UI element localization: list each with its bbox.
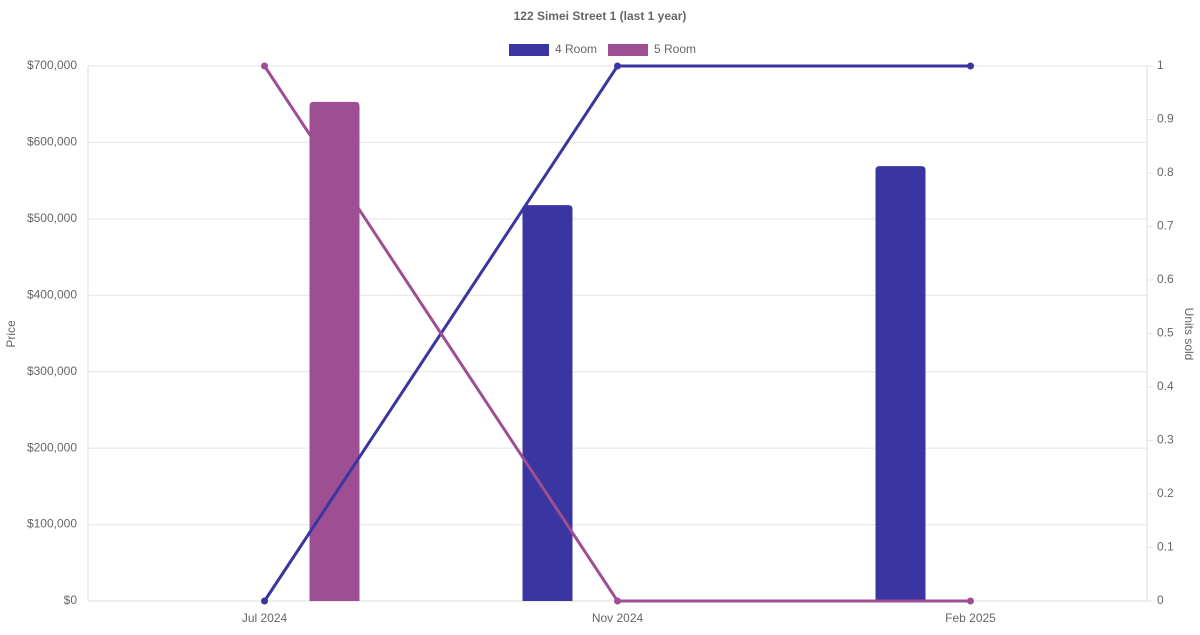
y2-tick-label: 0.3 xyxy=(1157,433,1174,447)
y2-tick-label: 0.9 xyxy=(1157,112,1174,126)
line xyxy=(263,65,971,603)
x-tick-label: Nov 2024 xyxy=(592,611,644,625)
point xyxy=(967,597,974,605)
line xyxy=(263,64,971,602)
y-tick-label: $700,000 xyxy=(27,58,77,72)
y2-tick-label: 0.2 xyxy=(1157,486,1174,500)
y-tick-label: $500,000 xyxy=(27,211,77,225)
legend-label: 4 Room xyxy=(555,42,597,56)
bar xyxy=(875,166,926,601)
y2-tick-label: 1 xyxy=(1157,58,1164,72)
y-tick-label: $100,000 xyxy=(27,517,77,531)
point xyxy=(614,597,621,605)
legend-swatch xyxy=(608,44,648,56)
point xyxy=(261,597,268,605)
y2-tick-label: 0.7 xyxy=(1157,219,1174,233)
y-tick-label: $0 xyxy=(64,593,78,607)
legend-label: 5 Room xyxy=(654,42,696,56)
y2-tick-label: 0.8 xyxy=(1157,165,1174,179)
y2-tick-label: 0.1 xyxy=(1157,540,1174,554)
y2-tick-label: 0.5 xyxy=(1157,326,1174,340)
legend-swatch xyxy=(509,44,549,56)
x-tick-label: Jul 2024 xyxy=(242,611,288,625)
y-tick-label: $600,000 xyxy=(27,135,77,149)
y2-tick-label: 0 xyxy=(1157,593,1164,607)
y-axis-title: Price xyxy=(4,320,18,348)
y2-tick-label: 0.6 xyxy=(1157,272,1174,286)
bar xyxy=(309,101,360,602)
y-tick-label: $200,000 xyxy=(27,440,77,454)
y2-axis-title: Units sold xyxy=(1182,308,1196,361)
y-tick-label: $400,000 xyxy=(27,287,77,301)
point xyxy=(967,62,974,70)
point xyxy=(614,62,621,70)
y2-tick-label: 0.4 xyxy=(1157,379,1174,393)
y-tick-label: $300,000 xyxy=(27,364,77,378)
x-tick-label: Feb 2025 xyxy=(945,611,996,625)
point xyxy=(261,62,268,70)
chart-title: 122 Simei Street 1 (last 1 year) xyxy=(514,9,687,23)
bar xyxy=(522,205,573,601)
